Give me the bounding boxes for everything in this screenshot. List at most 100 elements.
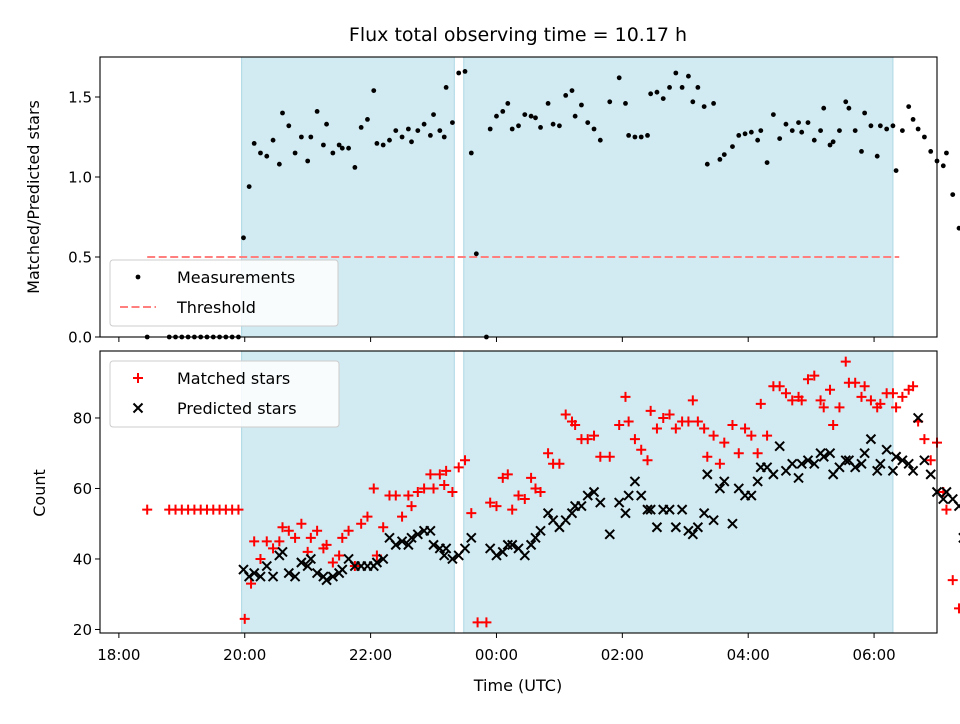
- data-point: [711, 101, 716, 106]
- data-point: [569, 88, 575, 93]
- data-point: [246, 184, 252, 190]
- data-point: [371, 557, 383, 568]
- data-point: [286, 123, 292, 129]
- legend-label: Measurements: [177, 268, 295, 287]
- data-point: [502, 469, 513, 480]
- data-point: [687, 529, 699, 540]
- data-point: [908, 381, 919, 392]
- data-point: [283, 567, 295, 579]
- data-point: [897, 391, 908, 402]
- data-point: [535, 525, 546, 536]
- data-point: [827, 142, 833, 148]
- data-point: [698, 507, 710, 519]
- data-point: [789, 128, 795, 134]
- data-point: [755, 137, 761, 143]
- data-point: [604, 529, 615, 540]
- data-point: [365, 117, 370, 122]
- chart-title: Flux total observing time = 10.17 h: [349, 24, 687, 46]
- y-tick-label: 1.0: [68, 169, 92, 187]
- data-point: [334, 550, 345, 561]
- data-point: [874, 153, 880, 159]
- data-point: [897, 455, 908, 466]
- data-point: [890, 123, 896, 129]
- data-point: [777, 136, 783, 142]
- data-point: [922, 134, 927, 140]
- data-point: [692, 416, 703, 427]
- data-point: [868, 123, 874, 129]
- data-point: [485, 497, 496, 508]
- data-point: [651, 522, 663, 533]
- data-point: [378, 522, 389, 533]
- data-point: [415, 128, 421, 134]
- data-point: [717, 157, 723, 162]
- data-point: [314, 109, 320, 114]
- data-point: [912, 412, 924, 424]
- legend-label: Matched stars: [177, 369, 290, 388]
- data-point: [405, 126, 411, 132]
- data-point: [456, 70, 462, 76]
- x-tick-label: 22:00: [349, 646, 392, 664]
- y-tick-label: 80: [73, 409, 92, 427]
- data-point: [690, 99, 696, 105]
- data-point: [828, 420, 839, 431]
- data-point: [500, 109, 506, 114]
- data-point: [752, 448, 763, 459]
- data-point: [774, 440, 785, 452]
- data-point: [550, 121, 556, 127]
- data-point: [324, 121, 329, 127]
- data-point: [425, 469, 436, 480]
- data-point: [368, 483, 379, 494]
- data-point: [683, 416, 694, 427]
- data-point: [843, 99, 849, 105]
- legend: Matched stars Predicted stars: [109, 360, 340, 428]
- data-point: [321, 142, 326, 148]
- data-point: [403, 539, 414, 551]
- data-point: [522, 112, 528, 117]
- data-point: [774, 381, 785, 392]
- data-point: [613, 497, 625, 508]
- x-axis-label: Time (UTC): [473, 676, 562, 695]
- data-point: [623, 101, 628, 106]
- data-point: [719, 437, 730, 448]
- data-point: [337, 564, 348, 575]
- data-point: [875, 398, 886, 409]
- y-axis-label-count: Count: [30, 469, 49, 517]
- data-point: [330, 150, 336, 156]
- data-point: [453, 462, 464, 473]
- data-point: [910, 117, 916, 122]
- x-tick-label: 02:00: [601, 646, 644, 664]
- data-point: [746, 490, 757, 501]
- data-point: [755, 398, 766, 409]
- data-point: [249, 536, 260, 547]
- data-point: [938, 493, 949, 505]
- data-point: [390, 490, 401, 501]
- data-point: [292, 150, 298, 156]
- data-point: [850, 377, 861, 388]
- data-point: [509, 126, 515, 132]
- data-point: [670, 423, 681, 434]
- data-point: [956, 225, 960, 231]
- data-point: [321, 539, 332, 550]
- data-point: [834, 402, 845, 413]
- data-point: [764, 160, 770, 166]
- observing-interval: [463, 56, 894, 338]
- data-point: [428, 483, 439, 494]
- y-tick-label: 20: [73, 621, 92, 639]
- data-point: [289, 571, 301, 582]
- data-point: [796, 458, 807, 470]
- data-point: [907, 465, 919, 477]
- data-point: [695, 85, 701, 90]
- data-point: [824, 448, 836, 459]
- data-point: [371, 88, 377, 93]
- data-point: [818, 451, 829, 462]
- data-point: [802, 455, 814, 466]
- data-point: [290, 532, 301, 543]
- data-point: [670, 522, 682, 533]
- data-point: [506, 539, 518, 551]
- data-point: [642, 455, 653, 466]
- data-point: [393, 128, 399, 134]
- data-point: [736, 133, 742, 138]
- data-point: [491, 550, 502, 561]
- data-point: [651, 423, 662, 434]
- data-point: [431, 112, 436, 117]
